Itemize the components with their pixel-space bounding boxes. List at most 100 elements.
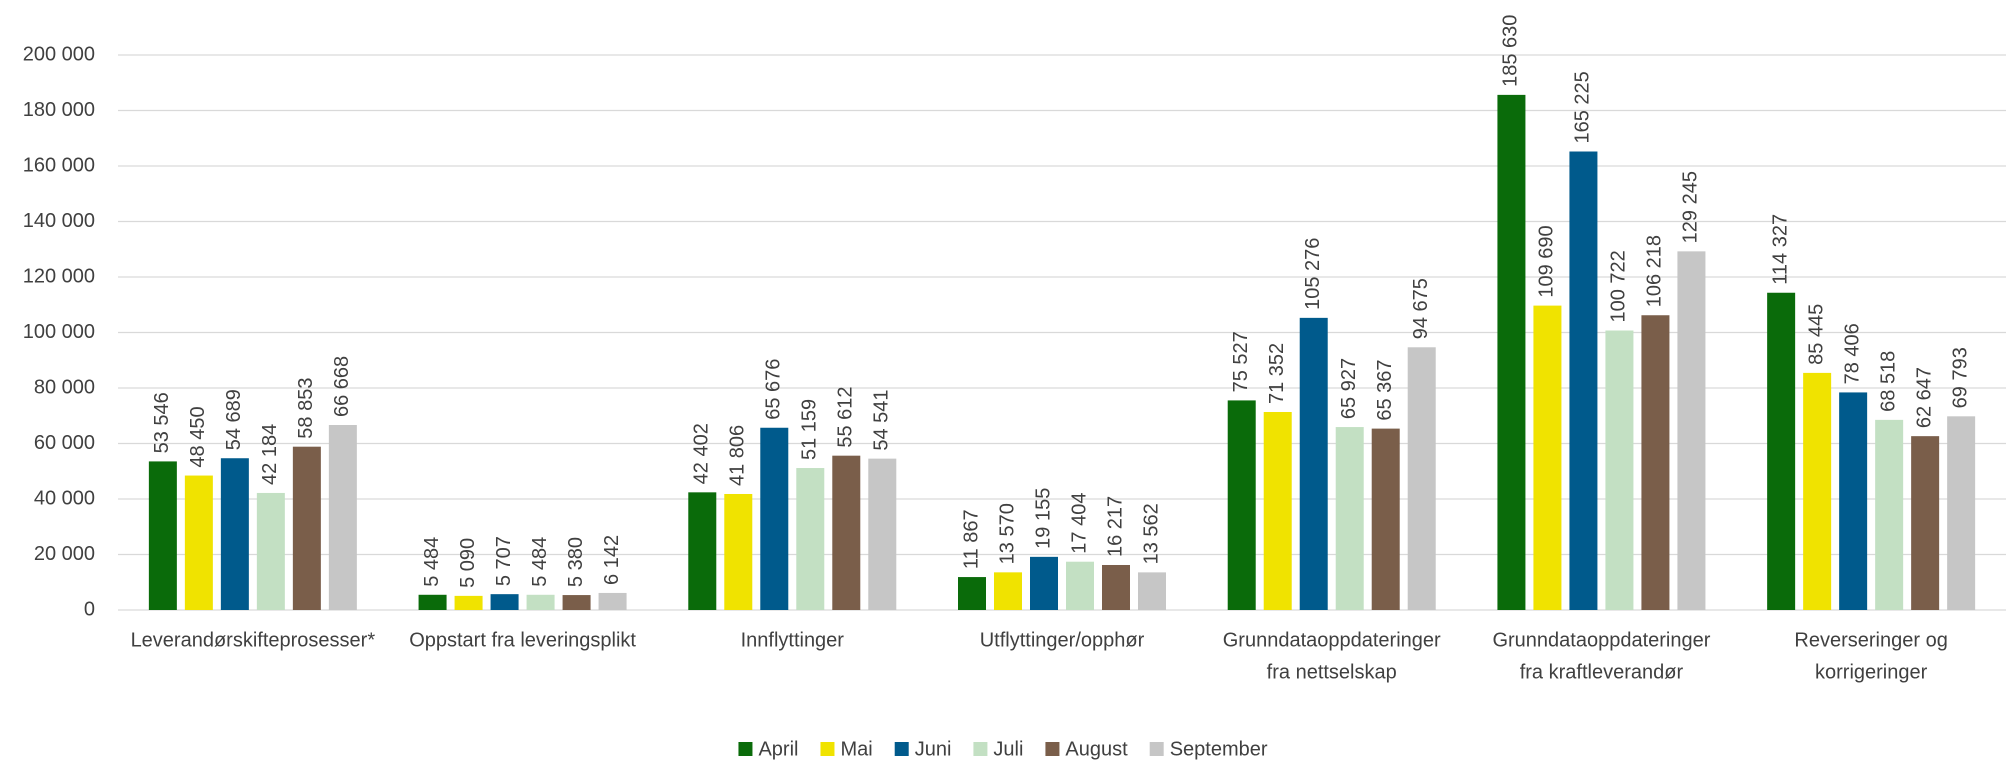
x-tick-label: Grunndataoppdateringer [1223,629,1441,651]
bar [292,446,321,610]
x-tick-label: fra nettselskap [1267,661,1397,683]
data-label: 85 445 [1805,304,1827,365]
bar [1803,372,1832,610]
data-label: 5 484 [421,537,443,587]
data-label: 65 676 [763,359,785,420]
data-label: 16 217 [1104,496,1126,557]
bar [1677,251,1706,610]
data-label: 42 184 [259,424,281,485]
legend: April Mai Juni Juli August September [738,738,1268,760]
data-label: 62 647 [1913,367,1935,428]
bar [1839,392,1868,610]
data-label: 53 546 [151,392,173,453]
bar [958,577,986,610]
data-label: 5 707 [493,536,515,586]
x-tick-label: korrigeringer [1815,661,1928,683]
bar [796,468,825,610]
bar [1767,292,1796,610]
data-label: 100 722 [1608,250,1630,322]
bar [1497,94,1526,610]
bar [688,492,717,610]
legend-swatch [894,742,909,756]
bar [490,594,519,610]
data-label: 78 406 [1841,323,1863,384]
data-label: 75 527 [1230,331,1252,392]
bar [418,594,447,610]
bar [868,458,897,610]
bar [1911,436,1940,610]
data-label: 65 927 [1338,358,1360,419]
data-label: 5 484 [529,537,551,587]
legend-label: Juli [993,738,1023,760]
data-label: 11 867 [960,509,982,569]
bar [1066,561,1094,610]
legend-label: August [1065,738,1128,760]
data-label: 55 612 [835,387,857,448]
data-label: 54 689 [223,389,245,450]
data-label: 114 327 [1769,214,1791,285]
data-label: 13 570 [996,503,1018,564]
data-label: 17 404 [1068,493,1090,554]
legend-swatch [1045,742,1060,756]
bar [1227,400,1256,610]
bar [1875,419,1904,610]
x-tick-label: Utflyttinger/opphør [980,629,1145,651]
data-label: 42 402 [691,423,713,484]
bar [1030,556,1058,610]
bar [454,595,483,610]
y-tick-label: 120 000 [23,265,95,287]
bar [1407,347,1436,610]
y-tick-label: 40 000 [34,487,95,509]
bar [1102,564,1130,610]
bar [562,595,591,610]
bar [328,424,357,610]
data-label: 94 675 [1410,278,1432,339]
bar [1138,572,1166,610]
x-tick-label: Oppstart fra leveringsplikt [409,629,636,651]
data-label: 5 090 [457,538,479,588]
bar [598,592,627,610]
bar [832,455,861,610]
legend-swatch [738,742,753,756]
bar [1947,416,1976,610]
bar [760,427,789,610]
data-label: 51 159 [799,399,821,460]
legend-label: Mai [840,738,872,760]
x-tick-label: fra kraftleverandør [1520,661,1684,683]
data-label: 48 450 [187,406,209,467]
data-label: 71 352 [1266,343,1288,404]
bar [1299,317,1328,610]
data-label: 185 630 [1500,15,1522,87]
y-tick-label: 100 000 [23,321,95,343]
data-label: 106 218 [1644,235,1666,307]
x-tick-label: Innflyttinger [741,629,845,651]
y-tick-label: 20 000 [34,543,95,565]
bar [220,458,249,610]
data-label: 13 562 [1140,503,1162,564]
x-tick-label: Grunndataoppdateringer [1492,629,1710,651]
bar [1569,151,1598,611]
bar [1263,411,1292,610]
y-tick-label: 180 000 [23,99,95,121]
bar [184,475,213,610]
data-label: 66 668 [331,356,353,417]
x-tick-label: Reverseringer og [1794,629,1947,651]
data-label: 6 142 [601,535,623,585]
bar [1605,330,1634,610]
legend-swatch [820,742,835,756]
bar [1335,427,1364,610]
data-label: 68 518 [1877,351,1899,412]
legend-label: April [758,738,798,760]
y-tick-label: 0 [84,598,95,620]
y-tick-label: 160 000 [23,154,95,176]
y-tick-label: 80 000 [34,376,95,398]
legend-swatch [1149,742,1164,756]
legend-label: Juni [915,738,952,760]
y-tick-label: 200 000 [23,43,95,65]
bar [256,492,285,610]
y-tick-label: 140 000 [23,210,95,232]
data-label: 54 541 [871,389,893,450]
data-label: 58 853 [295,378,317,439]
bar [724,493,753,610]
